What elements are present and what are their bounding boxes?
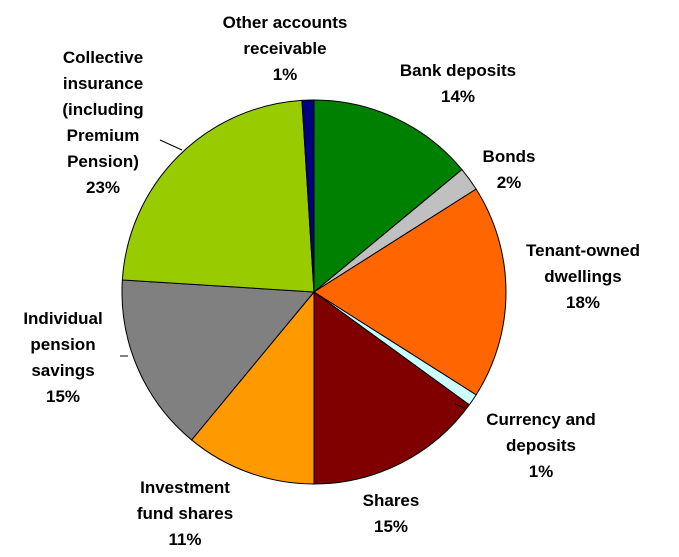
- slice-name-label: Currency and: [486, 410, 596, 429]
- pie-slice: [121, 279, 316, 441]
- leader-line: [454, 403, 466, 409]
- slice-label: Bank deposits 14%: [400, 61, 516, 106]
- slice-name-label: pension: [30, 335, 95, 354]
- slice-label: Currency and deposits 1%: [486, 410, 596, 481]
- slice-value-label: 1%: [273, 65, 298, 84]
- slice-value-label: 15%: [46, 387, 80, 406]
- leader-lines: [120, 139, 466, 409]
- pie-slice: [190, 290, 315, 485]
- slice-value-label: 11%: [168, 530, 201, 549]
- slice-label: Bonds 2%: [483, 147, 536, 192]
- slice-name-label: insurance: [63, 74, 143, 93]
- slice-name-label: dwellings: [544, 267, 621, 286]
- slice-name-label: Other accounts: [223, 13, 348, 32]
- slice-label: Collective insurance (including Premium Pens…: [62, 48, 143, 197]
- slice-name-label: Shares: [363, 491, 420, 510]
- slice-name-label: Tenant-owned: [526, 241, 640, 260]
- slice-label: Other accounts receivable 1%: [223, 13, 348, 84]
- slice-value-label: 23%: [86, 178, 120, 197]
- slice-label: Tenant-owned dwellings 18%: [526, 241, 640, 312]
- pie-slice: [313, 188, 507, 396]
- slice-value-label: 18%: [566, 293, 600, 312]
- slice-value-label: 15%: [374, 517, 408, 536]
- slice-name-label: Collective: [63, 48, 143, 67]
- pie-slice: [121, 99, 315, 293]
- slice-name-label: savings: [31, 361, 94, 380]
- slice-name-label: deposits: [506, 436, 576, 455]
- slice-label: Individual pension savings 15%: [23, 309, 102, 406]
- slice-name-label: Premium: [67, 126, 140, 145]
- slice-labels: Bank deposits 14% Bonds 2% Tenant-owned dwell…: [23, 13, 640, 549]
- slice-label: Investment fund shares 11%: [137, 478, 233, 549]
- slice-name-label: Bonds: [483, 147, 536, 166]
- pie-slice: [313, 291, 471, 485]
- slice-value-label: 2%: [497, 173, 522, 192]
- slice-name-label: Bank deposits: [400, 61, 516, 80]
- slice-value-label: 1%: [529, 462, 554, 481]
- slice-name-label: Investment: [140, 478, 230, 497]
- slice-name-label: Individual: [23, 309, 102, 328]
- slice-value-label: 14%: [441, 87, 475, 106]
- pie-slices: [121, 99, 507, 485]
- pie-slice: [301, 99, 315, 293]
- slice-name-label: fund shares: [137, 504, 233, 523]
- leader-line: [159, 139, 183, 151]
- slice-name-label: receivable: [243, 39, 326, 58]
- pie-slice: [313, 99, 463, 294]
- slice-label: Shares 15%: [363, 491, 420, 536]
- slice-name-label: (including: [62, 100, 143, 119]
- slice-name-label: Pension): [67, 152, 139, 171]
